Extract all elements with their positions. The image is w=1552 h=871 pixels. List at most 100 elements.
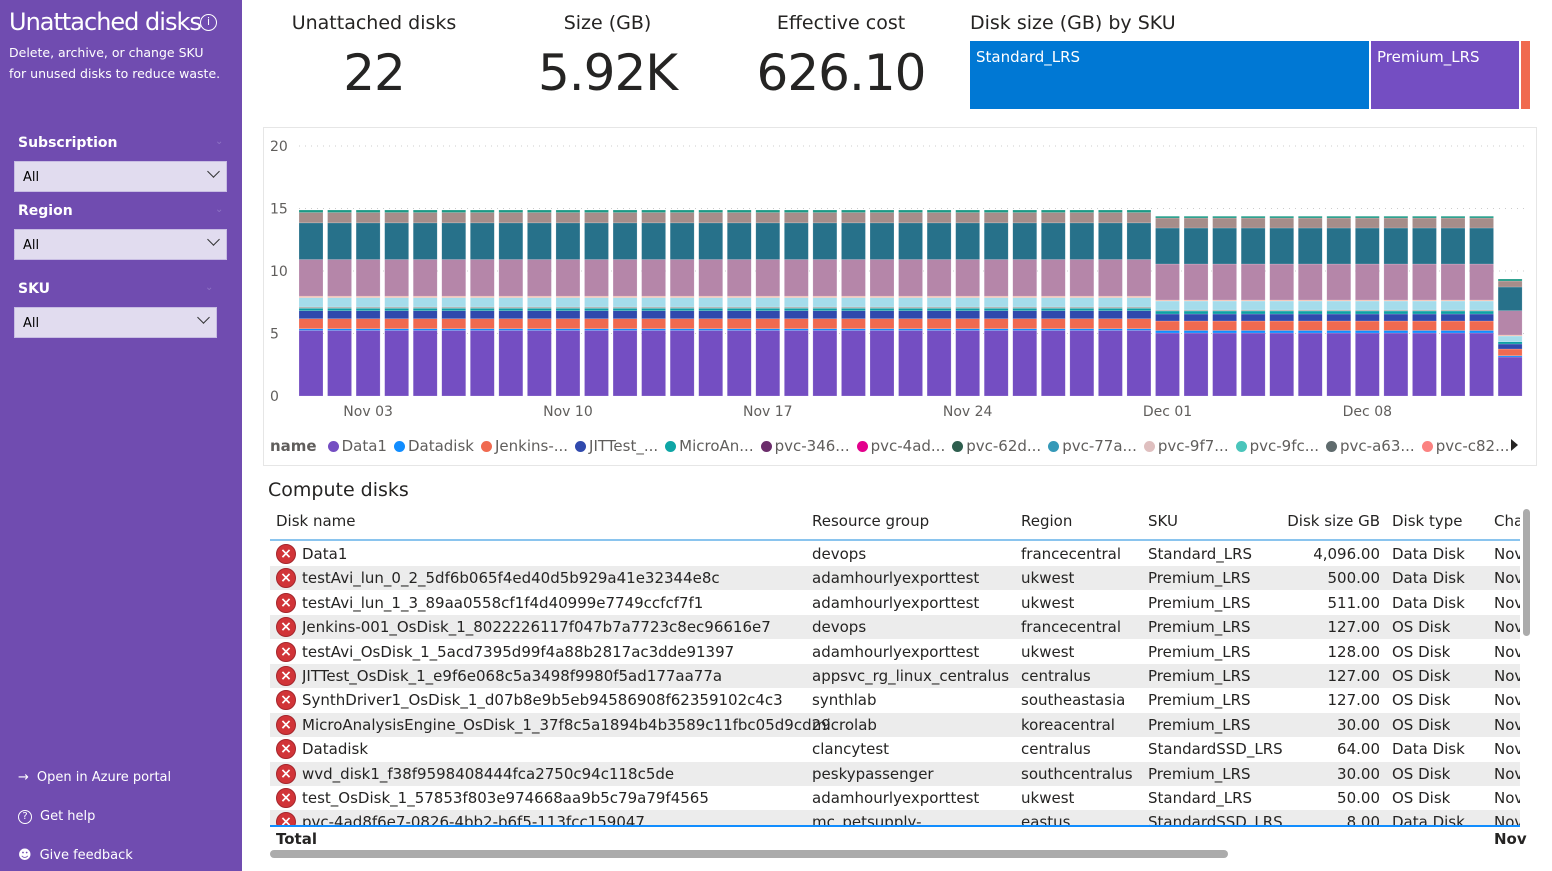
bar-segment[interactable]: [1497, 343, 1523, 350]
bar-segment[interactable]: [498, 308, 524, 311]
bar-segment[interactable]: [1041, 318, 1066, 329]
bar-segment[interactable]: [983, 308, 1009, 311]
bar-segment[interactable]: [983, 310, 1009, 319]
bar-segment[interactable]: [1098, 212, 1123, 224]
treemap-tile-other[interactable]: [1521, 41, 1530, 109]
bar-segment[interactable]: [1240, 227, 1266, 265]
bar-segment[interactable]: [955, 330, 980, 397]
bar-segment[interactable]: [926, 318, 952, 329]
bar-segment[interactable]: [1298, 217, 1323, 229]
bar-segment[interactable]: [983, 297, 1009, 308]
bar-segment[interactable]: [698, 330, 723, 397]
bar-segment[interactable]: [1355, 300, 1380, 311]
bar-segment[interactable]: [1183, 216, 1209, 219]
bar-segment[interactable]: [1412, 310, 1437, 315]
legend-item[interactable]: pvc-9fc...: [1235, 437, 1319, 455]
bar-segment[interactable]: [698, 209, 723, 213]
bar-segment[interactable]: [1469, 330, 1494, 334]
bar-segment[interactable]: [669, 212, 695, 224]
bar-segment[interactable]: [1212, 332, 1237, 397]
bar-segment[interactable]: [1069, 212, 1095, 224]
bar-segment[interactable]: [612, 297, 638, 308]
bar-segment[interactable]: [1098, 318, 1123, 329]
bar-segment[interactable]: [1440, 313, 1466, 322]
bar-segment[interactable]: [955, 259, 980, 297]
bar-segment[interactable]: [527, 318, 552, 329]
treemap-tile-standard-lrs[interactable]: Standard_LRS: [970, 41, 1369, 109]
bar-segment[interactable]: [755, 318, 781, 329]
bar-segment[interactable]: [527, 259, 552, 297]
bar-segment[interactable]: [1126, 310, 1152, 319]
bar-segment[interactable]: [384, 209, 409, 213]
get-help-link[interactable]: ? Get help: [18, 809, 95, 824]
bar-segment[interactable]: [1098, 297, 1123, 308]
bar-segment[interactable]: [412, 310, 438, 319]
bar-segment[interactable]: [898, 297, 923, 308]
bar-segment[interactable]: [869, 259, 895, 297]
bar-segment[interactable]: [1126, 222, 1152, 260]
bar-segment[interactable]: [1383, 300, 1409, 311]
bar-segment[interactable]: [1126, 259, 1152, 297]
legend-item[interactable]: pvc-9f7...: [1143, 437, 1229, 455]
bar-segment[interactable]: [898, 209, 923, 213]
bar-segment[interactable]: [1355, 313, 1380, 322]
bar-segment[interactable]: [1383, 332, 1409, 397]
bar-segment[interactable]: [555, 209, 581, 213]
bar-segment[interactable]: [955, 209, 980, 213]
bar-segment[interactable]: [1269, 300, 1294, 311]
bar-segment[interactable]: [1155, 313, 1180, 322]
bar-segment[interactable]: [1098, 209, 1123, 213]
bar-segment[interactable]: [1269, 320, 1294, 331]
bar-segment[interactable]: [1269, 330, 1294, 334]
bar-segment[interactable]: [983, 330, 1009, 397]
bar-segment[interactable]: [1041, 330, 1066, 397]
bar-segment[interactable]: [955, 310, 980, 319]
bar-segment[interactable]: [784, 330, 809, 397]
bar-segment[interactable]: [1440, 263, 1466, 301]
bar-segment[interactable]: [327, 222, 352, 260]
bar-segment[interactable]: [1269, 263, 1294, 301]
bar-segment[interactable]: [1383, 217, 1409, 229]
table-row[interactable]: × pvc-4ad8f6e7-0826-4bb2-b6f5-113fcc15904…: [270, 810, 1520, 825]
bar-segment[interactable]: [584, 259, 609, 297]
table-row[interactable]: × MicroAnalysisEngine_OsDisk_1_37f8c5a189…: [270, 712, 1520, 737]
bar-segment[interactable]: [355, 222, 381, 260]
legend-item[interactable]: pvc-4ad...: [856, 437, 945, 455]
bar-segment[interactable]: [1240, 313, 1266, 322]
bar-segment[interactable]: [1069, 308, 1095, 311]
bar-segment[interactable]: [1383, 313, 1409, 322]
bar-segment[interactable]: [926, 297, 952, 308]
bar-segment[interactable]: [1269, 216, 1294, 219]
bar-segment[interactable]: [1098, 330, 1123, 397]
bar-segment[interactable]: [1126, 330, 1152, 397]
bar-segment[interactable]: [983, 212, 1009, 224]
bar-segment[interactable]: [327, 308, 352, 311]
bar-segment[interactable]: [1041, 209, 1066, 213]
bar-segment[interactable]: [1212, 216, 1237, 219]
bar-segment[interactable]: [327, 259, 352, 297]
bar-segment[interactable]: [1469, 310, 1494, 315]
horizontal-scrollbar[interactable]: [270, 850, 1228, 858]
bar-segment[interactable]: [555, 308, 581, 311]
bar-segment[interactable]: [1469, 216, 1494, 219]
bar-segment[interactable]: [384, 318, 409, 329]
bar-segment[interactable]: [1326, 217, 1352, 229]
bar-segment[interactable]: [898, 212, 923, 224]
bar-segment[interactable]: [1069, 222, 1095, 260]
bar-segment[interactable]: [698, 318, 723, 329]
bar-segment[interactable]: [926, 212, 952, 224]
bar-segment[interactable]: [1412, 263, 1437, 301]
bar-segment[interactable]: [555, 212, 581, 224]
bar-segment[interactable]: [384, 259, 409, 297]
treemap-tile-premium-lrs[interactable]: Premium_LRS: [1371, 41, 1519, 109]
bar-segment[interactable]: [470, 222, 495, 260]
legend-item[interactable]: pvc-c82...: [1421, 437, 1509, 455]
bar-segment[interactable]: [1298, 320, 1323, 331]
bar-segment[interactable]: [1469, 263, 1494, 301]
bar-segment[interactable]: [1240, 330, 1266, 334]
bar-segment[interactable]: [412, 318, 438, 329]
bar-segment[interactable]: [755, 209, 781, 213]
bar-segment[interactable]: [727, 297, 752, 308]
bar-segment[interactable]: [841, 209, 866, 213]
bar-segment[interactable]: [1012, 212, 1037, 224]
